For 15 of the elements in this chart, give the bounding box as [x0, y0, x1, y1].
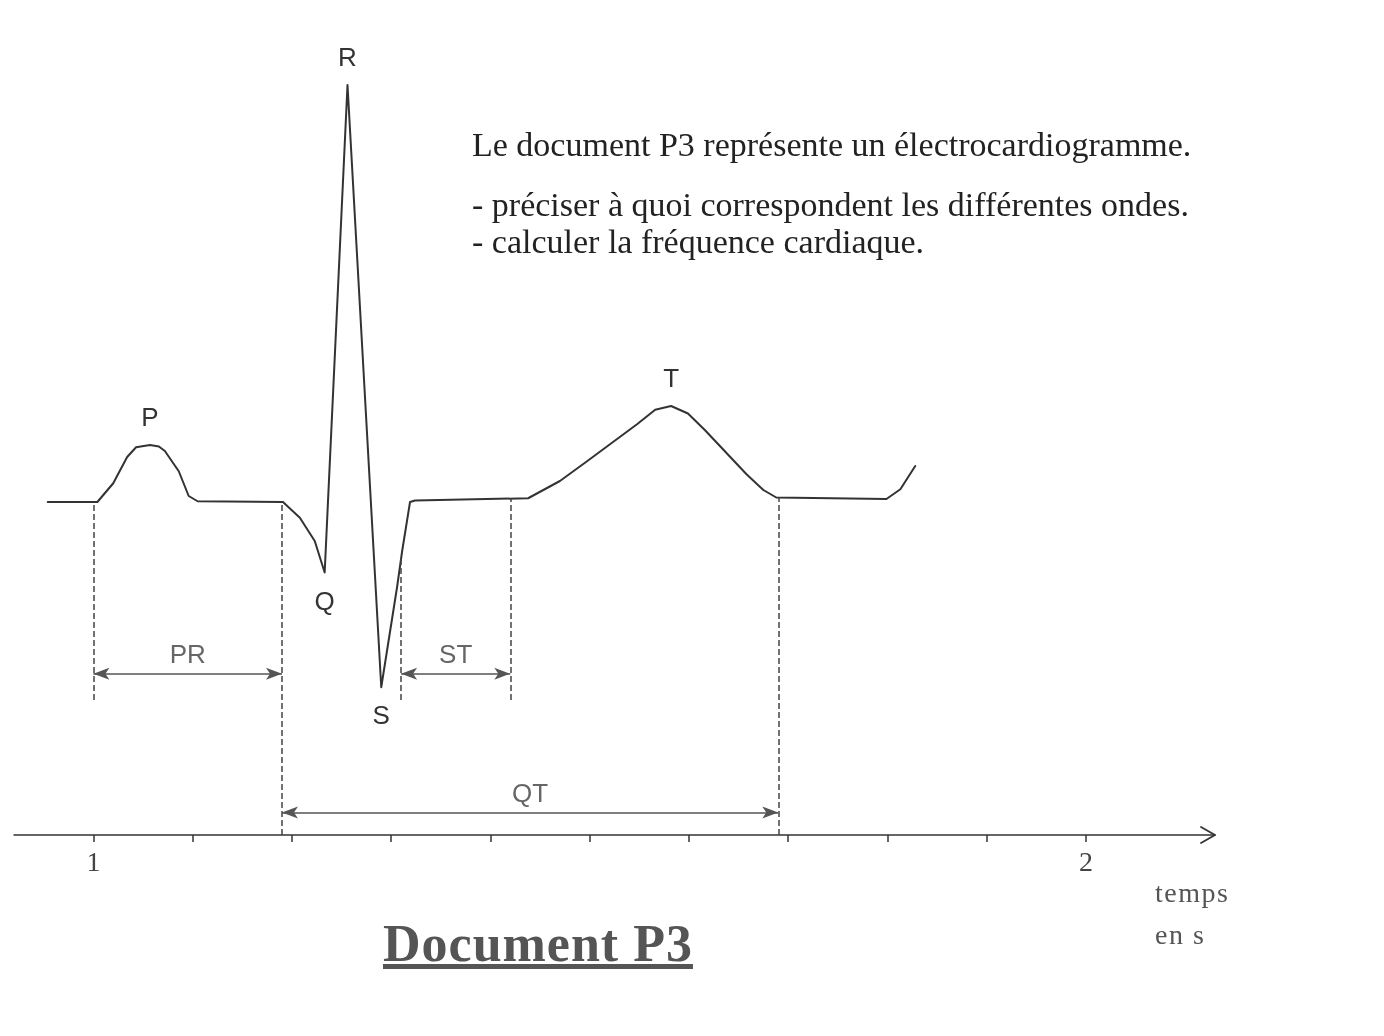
text: Document P3 [383, 914, 693, 973]
x-tick-label: 1 [86, 845, 101, 877]
annotation: - calculer la fréquence cardiaque. [472, 223, 926, 260]
annotation: PR [169, 638, 206, 669]
x-tick-label: 2 [1078, 845, 1093, 877]
annotation: - préciser à quoi correspondent les différentes ondes. [472, 186, 1190, 223]
annotation: Q [314, 585, 335, 616]
annotation: Le document P3 représente un électrocardiogramme. [472, 126, 1192, 163]
annotation: S [372, 700, 390, 731]
annotation: T [663, 363, 680, 393]
annotation: ST [439, 638, 473, 669]
annotation: P [141, 402, 159, 432]
x-axis-title: temps en s [1155, 876, 1231, 952]
annotation: QT [512, 777, 549, 808]
annotation: R [338, 42, 357, 72]
